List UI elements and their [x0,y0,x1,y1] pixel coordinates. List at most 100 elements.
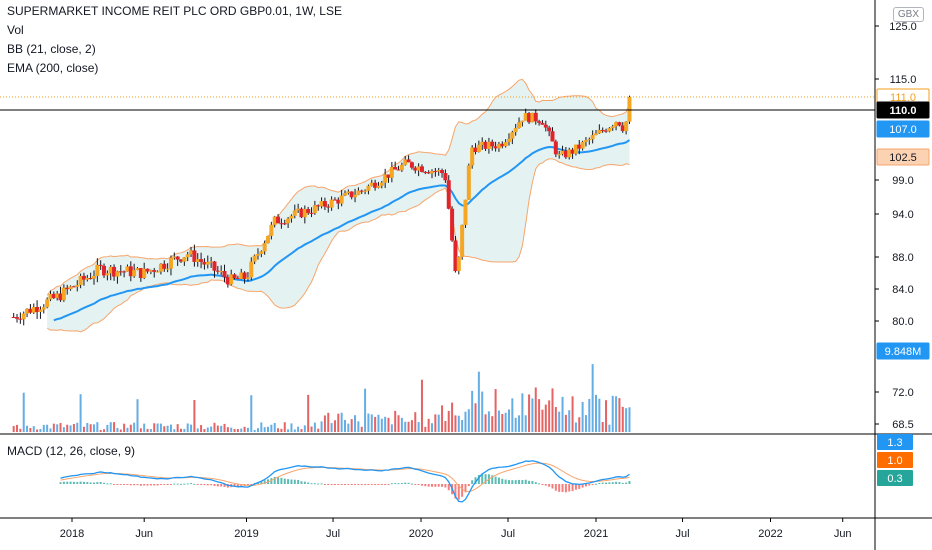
candle-body [78,275,83,286]
candle-body [95,264,100,276]
volume-bar [109,422,112,432]
macd-histogram-bar [330,484,333,485]
macd-histogram-bar [414,484,417,485]
candle-body [553,141,558,155]
price-tick-label: 115.0 [890,74,917,86]
candle-body [383,174,388,183]
volume-bar [611,395,614,432]
macd-histogram-bar [410,483,413,485]
candle-body [25,308,30,314]
macd-histogram-bar [384,484,387,485]
volume-bar [404,421,407,432]
price-tick-label: 84.0 [892,284,913,296]
currency-badge[interactable]: GBX [892,7,924,22]
volume-bar [230,427,233,432]
volume-bar [518,415,521,432]
macd-histogram-bar [364,484,367,485]
volume-bar [628,407,631,432]
volume-bar [59,423,62,432]
macd-histogram-bar [287,479,290,484]
macd-histogram-bar [303,481,306,484]
volume-bar [129,424,132,432]
volume-bar [615,396,618,432]
candle-body [416,166,421,171]
candle-body [543,124,548,128]
macd-histogram-bar [133,484,136,486]
candle-body [627,97,632,122]
candle-body [573,144,578,154]
candle-body [242,272,247,279]
macd-histogram-bar [534,482,537,484]
candle-body [255,254,260,256]
candle-body [493,146,498,149]
volume-bar [538,399,541,432]
macd-histogram-bar [317,483,320,485]
candle-body [393,167,398,170]
macd-histogram-bar [270,478,273,484]
legend-vol: Vol [7,23,24,37]
time-tick-label: 2018 [60,528,84,540]
macd-histogram-bar [213,484,216,486]
macd-histogram-bar [464,484,467,493]
volume-bar [186,423,189,432]
candle-body [453,240,458,272]
candle-body [319,201,324,207]
macd-histogram-bar [263,480,266,484]
candle-body [353,194,358,198]
macd-histogram-bar [431,484,434,487]
candle-body [152,270,157,272]
volume-bar [69,425,72,432]
volume-bar [374,416,377,432]
macd-histogram-bar [216,484,219,487]
volume-bar [340,412,343,432]
candle-body [18,318,23,320]
volume-bar [494,389,497,432]
candle-body [85,278,90,280]
candle-body [108,266,113,274]
macd-histogram-bar [377,484,380,485]
candle-body [48,293,53,300]
volume-bar [390,424,393,432]
candle-body [607,128,612,132]
candle-body [557,154,562,156]
candle-body [142,268,147,279]
macd-histogram-bar [400,483,403,485]
candle-body [45,299,50,308]
volume-bar [477,371,480,432]
volume-bar [384,416,387,432]
candle-body [105,273,110,276]
volume-bar [66,424,69,432]
macd-histogram-bar [461,484,464,497]
candle-body [71,286,76,288]
candle-body [342,193,347,196]
volume-bar [173,429,176,432]
candle-body [306,209,311,213]
macd-histogram-bar [86,482,89,484]
volume-bar [200,425,203,432]
candle-body [115,271,120,277]
volume-bar [26,425,29,432]
legend-macd: MACD (12, 26, close, 9) [7,444,136,458]
macd-histogram-bar [514,480,517,484]
macd-histogram-bar [541,484,544,485]
macd-histogram-bar [424,484,427,487]
volume-bar [169,424,172,432]
macd-histogram-bar [129,484,132,486]
volume-bar [323,415,326,432]
macd-histogram-bar [558,484,561,492]
macd-histogram-bar [481,473,484,484]
macd-histogram-bar [595,483,597,485]
candle-body [523,113,528,121]
candle-body [433,171,438,173]
volume-bar [260,422,263,432]
candle-body [28,308,33,313]
candle-body [122,271,127,273]
volume-bar [96,422,99,432]
candle-body [403,159,408,165]
price-tick-label: 68.5 [892,419,913,431]
macd-histogram-bar [69,481,72,484]
volume-bar [431,423,434,432]
volume-bar [327,412,330,432]
price-tick-label: 94.0 [892,209,913,221]
